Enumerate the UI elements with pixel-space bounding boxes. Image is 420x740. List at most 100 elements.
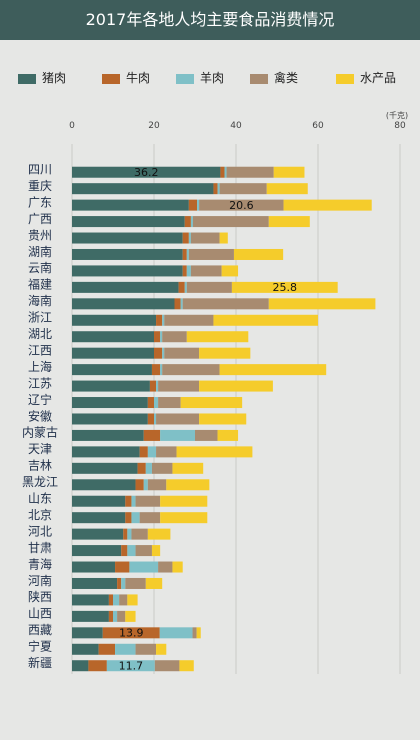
bar-segment [190,265,222,277]
category-label: 山西 [28,607,52,621]
bar-segment [196,627,201,639]
category-label: 青海 [28,556,52,571]
legend-label: 牛肉 [126,71,151,85]
bar-segment [72,545,122,557]
bar-segment [154,413,157,425]
bar-segment [72,610,109,622]
bar-segment [72,660,89,672]
bar-segment [160,512,208,524]
bar-segment [117,577,122,589]
bar-segment [184,216,191,228]
x-tick-label: 0 [69,121,75,131]
bar-segment [160,331,163,343]
legend-label: 禽类 [274,71,299,85]
bar-segment [213,183,218,195]
bar-segment [125,512,132,524]
bar-segment [176,446,253,458]
x-tick-label: 20 [148,121,160,131]
category-label: 广西 [28,212,52,226]
category-label: 河南 [28,573,52,588]
bar-segment [219,232,228,244]
category-label: 福建 [28,277,52,292]
category-label: 贵州 [28,228,52,242]
bar-segment [72,331,154,343]
bar-segment [137,462,146,474]
bar-segment [72,298,175,310]
bar-segment [172,462,204,474]
bar-segment [72,495,126,507]
bar-segment [121,577,126,589]
bar-segment [106,660,155,672]
bar-segment [139,446,148,458]
bar-segment [213,314,318,326]
data-label: 20.6 [229,199,254,212]
bar-segment [156,314,163,326]
bar-segment [192,627,197,639]
bar-segment [117,610,126,622]
bar-segment [268,298,376,310]
legend-item: 牛肉 [102,68,150,88]
legend-swatch [336,73,354,84]
category-label: 内蒙古 [22,425,58,440]
bar-segment [154,660,180,672]
bar-segment [147,397,154,409]
bar-segment [72,364,152,376]
category-label: 江苏 [28,376,52,390]
bar-segment [159,627,193,639]
legend-swatch [250,73,268,84]
bar-segment [180,397,243,409]
bar-segment [108,610,113,622]
bar-segment [233,248,284,260]
legend-item: 禽类 [250,68,298,88]
legend-item: 猪肉 [18,68,66,88]
bar-segment [108,594,113,606]
bar-segment [145,577,163,589]
legend-label: 羊肉 [200,71,225,85]
category-label: 湖南 [28,244,52,259]
bar-segment [72,397,148,409]
bar-segment [186,281,232,293]
bar-segment [129,561,159,573]
x-tick-label: 60 [312,121,324,131]
bar-segment [164,314,214,326]
category-label: 辽宁 [28,392,52,407]
legend-item: 羊肉 [176,68,224,88]
bar-segment [151,364,161,376]
bar-segment [162,314,165,326]
bar-segment [156,413,200,425]
bar-segment [72,281,179,293]
bar-segment [72,314,157,326]
legend-label: 猪肉 [42,71,67,85]
bar-segment [162,347,165,359]
bar-segment [154,331,161,343]
bar-segment [72,429,144,441]
bar-segment [72,594,109,606]
legend: 猪肉 牛肉 羊肉 禽类 水产品 [18,68,418,88]
bar-segment [139,512,161,524]
bar-segment [158,380,200,392]
bar-segment [147,479,167,491]
bar-segment [147,528,171,540]
bar-segment [72,183,214,195]
bar-segment [154,397,159,409]
bar-segment [72,462,138,474]
category-label: 天津 [28,442,52,456]
bar-segment [127,545,136,557]
bar-segment [143,429,161,441]
chart-plot: 0 20 40 60 80(千克) 四川重庆广东广西贵州湖南云南福建海南浙江湖北江西上海江… [22,110,408,674]
category-label: 湖北 [28,326,52,341]
bar-segment [160,429,195,441]
bar-segment [226,166,274,178]
bar-segment [127,594,138,606]
bar-segment [72,380,150,392]
bar-segment [199,347,251,359]
category-label: 广东 [28,195,52,209]
bar-segment [131,528,148,540]
x-tick-label: 80 [394,121,406,131]
bar-segment [162,364,220,376]
bar-segment [72,347,154,359]
bar-segment [149,380,157,392]
data-label: 11.7 [119,660,144,673]
legend-swatch [102,73,120,84]
bar-segment [156,643,167,655]
